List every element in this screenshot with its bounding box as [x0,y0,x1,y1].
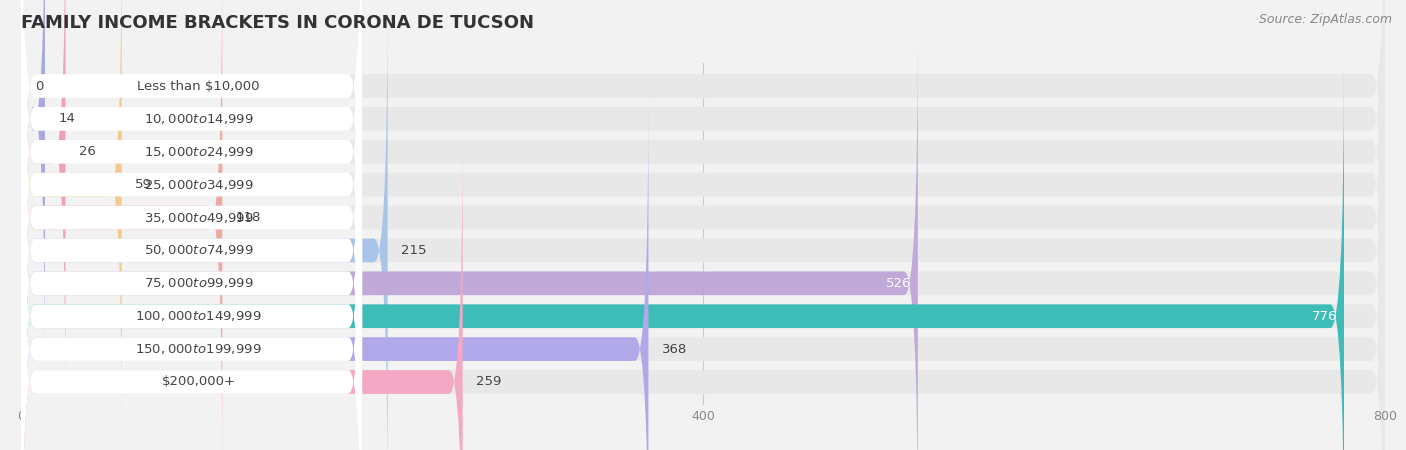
FancyBboxPatch shape [21,0,363,403]
Text: 259: 259 [477,375,502,388]
Text: 215: 215 [401,244,427,257]
Text: $15,000 to $24,999: $15,000 to $24,999 [143,145,253,159]
FancyBboxPatch shape [21,131,363,450]
Text: $10,000 to $14,999: $10,000 to $14,999 [143,112,253,126]
Text: $35,000 to $49,999: $35,000 to $49,999 [143,211,253,225]
Text: 14: 14 [59,112,76,126]
FancyBboxPatch shape [21,0,363,436]
FancyBboxPatch shape [21,0,122,436]
Text: $100,000 to $149,999: $100,000 to $149,999 [135,309,262,323]
Text: FAMILY INCOME BRACKETS IN CORONA DE TUCSON: FAMILY INCOME BRACKETS IN CORONA DE TUCS… [21,14,534,32]
FancyBboxPatch shape [21,65,363,450]
Text: 526: 526 [886,277,911,290]
Text: $25,000 to $34,999: $25,000 to $34,999 [143,178,253,192]
FancyBboxPatch shape [21,0,45,370]
FancyBboxPatch shape [21,0,1385,370]
FancyBboxPatch shape [21,0,363,337]
FancyBboxPatch shape [21,131,463,450]
Text: $50,000 to $74,999: $50,000 to $74,999 [143,243,253,257]
FancyBboxPatch shape [21,0,388,450]
Text: 59: 59 [135,178,152,191]
Text: 776: 776 [1312,310,1337,323]
Text: Less than $10,000: Less than $10,000 [138,80,260,93]
FancyBboxPatch shape [21,0,66,403]
FancyBboxPatch shape [21,32,1385,450]
Text: 26: 26 [79,145,96,158]
FancyBboxPatch shape [21,0,1385,450]
Text: 368: 368 [662,342,688,356]
FancyBboxPatch shape [21,98,363,450]
FancyBboxPatch shape [21,0,1385,450]
FancyBboxPatch shape [21,131,1385,450]
Text: 0: 0 [35,80,44,93]
FancyBboxPatch shape [21,98,648,450]
FancyBboxPatch shape [21,32,918,450]
Text: Source: ZipAtlas.com: Source: ZipAtlas.com [1258,14,1392,27]
Text: $200,000+: $200,000+ [162,375,235,388]
FancyBboxPatch shape [21,0,1385,337]
Text: 118: 118 [236,211,262,224]
FancyBboxPatch shape [21,0,363,370]
Text: $75,000 to $99,999: $75,000 to $99,999 [143,276,253,290]
FancyBboxPatch shape [21,0,1385,403]
FancyBboxPatch shape [21,0,1385,436]
Text: $150,000 to $199,999: $150,000 to $199,999 [135,342,262,356]
FancyBboxPatch shape [21,0,222,450]
FancyBboxPatch shape [21,32,363,450]
FancyBboxPatch shape [21,0,363,450]
FancyBboxPatch shape [21,98,1385,450]
FancyBboxPatch shape [21,65,1344,450]
FancyBboxPatch shape [21,65,1385,450]
FancyBboxPatch shape [21,0,363,450]
